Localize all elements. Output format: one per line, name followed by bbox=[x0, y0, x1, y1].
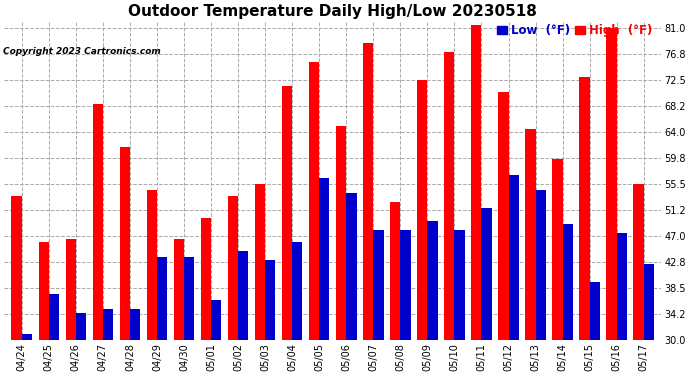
Bar bbox=[201, 217, 211, 340]
Bar bbox=[336, 126, 346, 340]
Bar bbox=[119, 147, 130, 340]
Legend: Low  (°F), High  (°F): Low (°F), High (°F) bbox=[497, 24, 652, 38]
Bar bbox=[562, 224, 573, 340]
Bar bbox=[482, 209, 492, 340]
Bar bbox=[498, 92, 509, 340]
Bar bbox=[292, 242, 302, 340]
Bar bbox=[535, 190, 546, 340]
Bar bbox=[184, 257, 195, 340]
Bar bbox=[373, 230, 384, 340]
Bar bbox=[644, 264, 654, 340]
Bar bbox=[147, 190, 157, 340]
Bar bbox=[39, 242, 49, 340]
Bar bbox=[309, 62, 319, 340]
Bar bbox=[427, 220, 437, 340]
Bar bbox=[49, 294, 59, 340]
Bar bbox=[157, 257, 167, 340]
Bar bbox=[509, 175, 519, 340]
Bar bbox=[103, 309, 113, 340]
Bar bbox=[417, 80, 427, 340]
Bar bbox=[130, 309, 140, 340]
Bar bbox=[617, 233, 627, 340]
Bar bbox=[228, 196, 238, 340]
Bar bbox=[255, 184, 265, 340]
Text: Copyright 2023 Cartronics.com: Copyright 2023 Cartronics.com bbox=[3, 47, 161, 56]
Bar bbox=[390, 202, 400, 340]
Bar bbox=[552, 159, 562, 340]
Bar bbox=[455, 230, 464, 340]
Bar bbox=[580, 77, 590, 340]
Bar bbox=[174, 239, 184, 340]
Bar bbox=[211, 300, 221, 340]
Bar bbox=[363, 43, 373, 340]
Bar bbox=[525, 129, 535, 340]
Bar bbox=[92, 104, 103, 340]
Bar bbox=[265, 261, 275, 340]
Bar bbox=[444, 53, 455, 340]
Bar bbox=[22, 334, 32, 340]
Bar bbox=[238, 251, 248, 340]
Bar bbox=[471, 25, 482, 340]
Bar bbox=[400, 230, 411, 340]
Bar bbox=[319, 178, 330, 340]
Bar bbox=[633, 184, 644, 340]
Bar bbox=[282, 86, 292, 340]
Title: Outdoor Temperature Daily High/Low 20230518: Outdoor Temperature Daily High/Low 20230… bbox=[128, 4, 538, 19]
Bar bbox=[76, 312, 86, 340]
Bar bbox=[590, 282, 600, 340]
Bar bbox=[12, 196, 22, 340]
Bar bbox=[346, 193, 357, 340]
Bar bbox=[607, 28, 617, 340]
Bar bbox=[66, 239, 76, 340]
